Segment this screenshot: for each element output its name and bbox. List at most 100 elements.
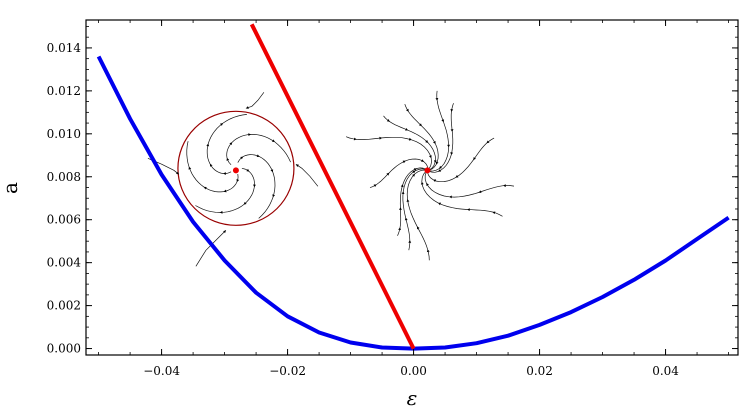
flow-arrow [270, 169, 274, 173]
y-tick-label: 0.000 [47, 342, 81, 356]
flow-trajectory [397, 167, 426, 236]
flow-arrow [486, 140, 490, 144]
flow-arrow [449, 195, 452, 199]
flow-arrow [435, 161, 439, 165]
flow-arrow [418, 123, 422, 127]
flow-arrow [226, 157, 230, 161]
y-tick-label: 0.008 [47, 170, 81, 184]
inset-stable-focus [345, 90, 515, 261]
flow-arrow [243, 201, 247, 205]
flow-arrow [478, 190, 482, 194]
flow-arrow [203, 186, 207, 190]
flow-arrow [450, 152, 454, 155]
flow-arrow [413, 168, 417, 171]
flow-arrow [438, 202, 442, 206]
series-line-red [249, 23, 416, 350]
y-tick-label: 0.010 [47, 127, 81, 141]
flow-arrow [248, 133, 251, 137]
flow-arrow [188, 166, 192, 170]
flow-trajectory [406, 169, 430, 261]
flow-arrow [220, 123, 223, 126]
flow-arrow [425, 140, 429, 143]
flow-arrow [467, 208, 470, 212]
flow-arrow [408, 240, 412, 243]
flow-trajectory [421, 171, 503, 217]
flow-arrow [223, 230, 226, 234]
flow-trajectory [402, 168, 426, 251]
flow-arrow [417, 226, 420, 230]
flow-arrow [272, 194, 276, 198]
flow-arrow [473, 157, 476, 161]
fixed-point [424, 167, 431, 174]
fixed-point [232, 167, 239, 174]
flow-trajectory [206, 114, 247, 174]
flow-arrow [223, 189, 227, 193]
flow-trajectory [186, 141, 239, 193]
flow-trajectory [424, 171, 515, 198]
flow-arrow [206, 143, 210, 147]
ticks-group: −0.04 −0.02 0.00 0.02 0.04 0.000 0.002 0.004 0.0… [47, 20, 738, 378]
flow-arrow [386, 172, 390, 176]
flow-arrow [253, 184, 256, 188]
flow-arrow [295, 164, 299, 167]
flow-trajectory [226, 134, 291, 166]
y-tick-label: 0.002 [47, 299, 81, 313]
flow-trajectory [429, 103, 454, 173]
flow-trajectory [295, 164, 319, 187]
flow-trajectory [429, 90, 450, 172]
y-tick-label: 0.006 [47, 213, 81, 227]
limit-cycle [177, 110, 295, 226]
flow-arrow [441, 119, 445, 123]
flow-trajectory [195, 167, 255, 213]
flow-arrow [420, 181, 424, 185]
flow-arrow [236, 179, 240, 183]
flow-arrow [408, 137, 412, 141]
flow-arrow [426, 183, 429, 186]
x-tick-label: 0.02 [526, 364, 553, 378]
series-group [96, 23, 730, 351]
flow-arrow [503, 184, 506, 187]
flow-arrow [398, 227, 401, 231]
flow-arrow [428, 155, 432, 159]
flow-arrow [433, 179, 437, 183]
y-axis-title: a [0, 182, 22, 194]
flow-arrow [492, 211, 496, 215]
flow-arrow [438, 169, 442, 172]
x-axis-title: ε [407, 386, 418, 410]
flow-arrow [353, 137, 357, 141]
x-tick-label: 0.04 [652, 364, 679, 378]
x-tick-label: 0.00 [400, 364, 427, 378]
flow-arrow [450, 129, 454, 132]
flow-arrow [433, 160, 437, 163]
flow-arrow [229, 142, 233, 146]
flow-trajectory [383, 115, 436, 171]
flow-trajectory [427, 137, 495, 183]
flow-arrow [435, 98, 439, 101]
flow-arrow [412, 173, 415, 177]
flow-arrow [400, 184, 404, 188]
flow-trajectory [345, 136, 432, 170]
flow-arrow [379, 136, 383, 140]
flow-trajectory [245, 92, 265, 109]
flow-arrow [399, 207, 402, 210]
flow-trajectory [404, 103, 439, 171]
x-tick-label: −0.04 [143, 364, 180, 378]
y-tick-label: 0.014 [47, 41, 82, 55]
flow-arrow [447, 144, 451, 148]
flow-arrow [404, 217, 408, 221]
flow-trajectory [369, 158, 429, 188]
flow-arrow [246, 168, 250, 172]
flow-trajectory [237, 154, 276, 219]
flow-arrow [433, 141, 436, 145]
flow-arrow [386, 118, 390, 122]
y-tick-label: 0.004 [47, 256, 82, 270]
flow-arrow [439, 165, 442, 169]
flow-arrow [373, 184, 377, 188]
flow-arrow [455, 174, 459, 178]
flow-arrow [256, 154, 260, 158]
x-tick-label: −0.02 [269, 364, 306, 378]
flow-arrow [176, 171, 179, 175]
flow-arrow [401, 191, 405, 195]
